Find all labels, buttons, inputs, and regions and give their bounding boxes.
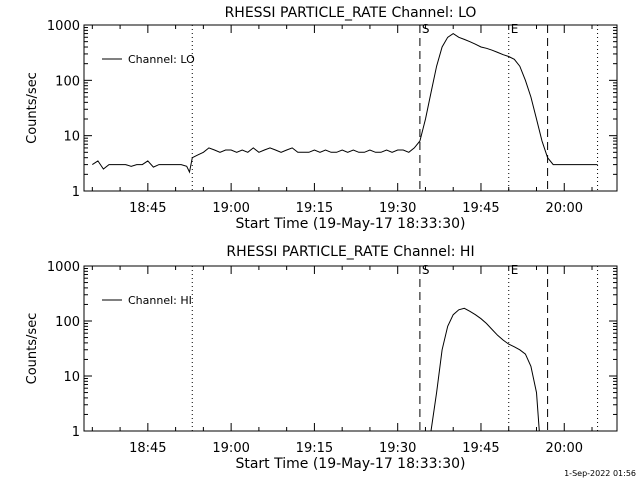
y-tick-label: 100 [55, 74, 80, 89]
x-axis-label: Start Time (19-May-17 18:33:30) [235, 456, 465, 472]
x-tick-label: 19:15 [296, 441, 333, 456]
y-axis-label: Counts/sec [25, 313, 40, 385]
chart-panel: RHESSI PARTICLE_RATE Channel: LO 1 10 100 10… [25, 5, 618, 232]
event-marker-label: E [511, 263, 519, 277]
legend-label: Channel: LO [128, 53, 195, 66]
y-tick-label: 10 [63, 370, 80, 385]
series-line [92, 32, 598, 174]
y-tick-label: 1000 [47, 260, 80, 275]
x-tick-label: 19:00 [212, 441, 249, 456]
x-tick-label: 19:45 [462, 441, 499, 456]
x-tick-label: 20:00 [546, 441, 583, 456]
footer-timestamp: 1-Sep-2022 01:56 [564, 469, 636, 478]
event-marker-label: E [511, 22, 519, 36]
event-marker-label: S [422, 22, 430, 36]
chart-title: RHESSI PARTICLE_RATE Channel: HI [226, 244, 474, 260]
y-axis-label: Counts/sec [25, 72, 40, 144]
x-tick-label: 19:00 [212, 201, 249, 216]
plot-frame [83, 24, 618, 192]
y-tick-label: 10 [63, 130, 80, 145]
legend-label: Channel: HI [128, 294, 192, 307]
y-tick-label: 1 [72, 425, 80, 440]
chart-title: RHESSI PARTICLE_RATE Channel: LO [225, 5, 477, 21]
x-tick-label: 19:30 [379, 201, 416, 216]
x-tick-label: 19:30 [379, 441, 416, 456]
chart-panel: RHESSI PARTICLE_RATE Channel: HI 1 10 100 10… [25, 244, 618, 472]
x-tick-label: 19:15 [296, 201, 333, 216]
y-tick-label: 1000 [47, 19, 80, 34]
x-tick-label: 19:45 [462, 201, 499, 216]
x-axis-label: Start Time (19-May-17 18:33:30) [235, 216, 465, 232]
event-marker-label: S [422, 263, 430, 277]
series-line [430, 307, 540, 432]
y-tick-label: 100 [55, 315, 80, 330]
x-tick-label: 18:45 [129, 441, 166, 456]
plot-frame [83, 265, 618, 432]
y-tick-label: 1 [72, 185, 80, 200]
x-tick-label: 20:00 [546, 201, 583, 216]
x-tick-label: 18:45 [129, 201, 166, 216]
